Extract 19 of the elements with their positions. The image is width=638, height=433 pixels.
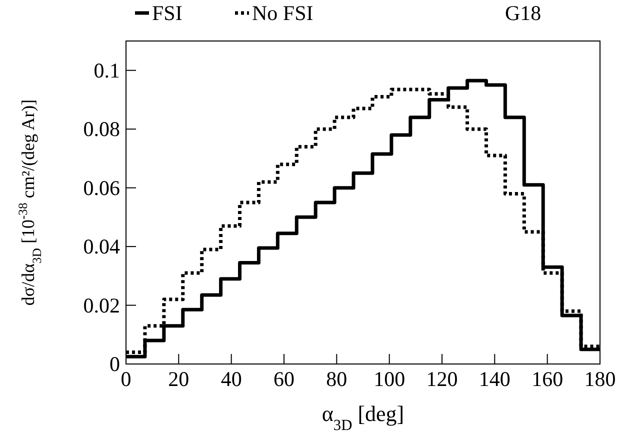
- x-tick-label: 40: [220, 367, 242, 391]
- x-axis-title: α$_{3D}$ [deg]: [322, 401, 404, 433]
- x-tick-label: 140: [478, 367, 510, 391]
- text: G18: [505, 1, 542, 25]
- x-tick-label: 20: [168, 367, 190, 391]
- y-tick-label: 0.08: [83, 117, 120, 142]
- y-tick-label: 0.04: [83, 234, 120, 259]
- y-tick-label: 0: [110, 352, 120, 376]
- x-tick-label: 120: [426, 367, 458, 391]
- y-tick-label: 0.06: [83, 176, 120, 200]
- legend-label: No FSI: [252, 1, 314, 25]
- x-tick-label: 160: [532, 367, 564, 391]
- x-tick-label: 80: [326, 367, 348, 391]
- y-tick-label: 0.1: [94, 58, 120, 82]
- x-tick-label: 100: [374, 367, 406, 391]
- y-tick-label: 0.02: [83, 293, 120, 318]
- legend-label: FSI: [152, 1, 182, 25]
- x-tick-label: 180: [584, 367, 616, 391]
- x-tick-label: 60: [274, 367, 294, 391]
